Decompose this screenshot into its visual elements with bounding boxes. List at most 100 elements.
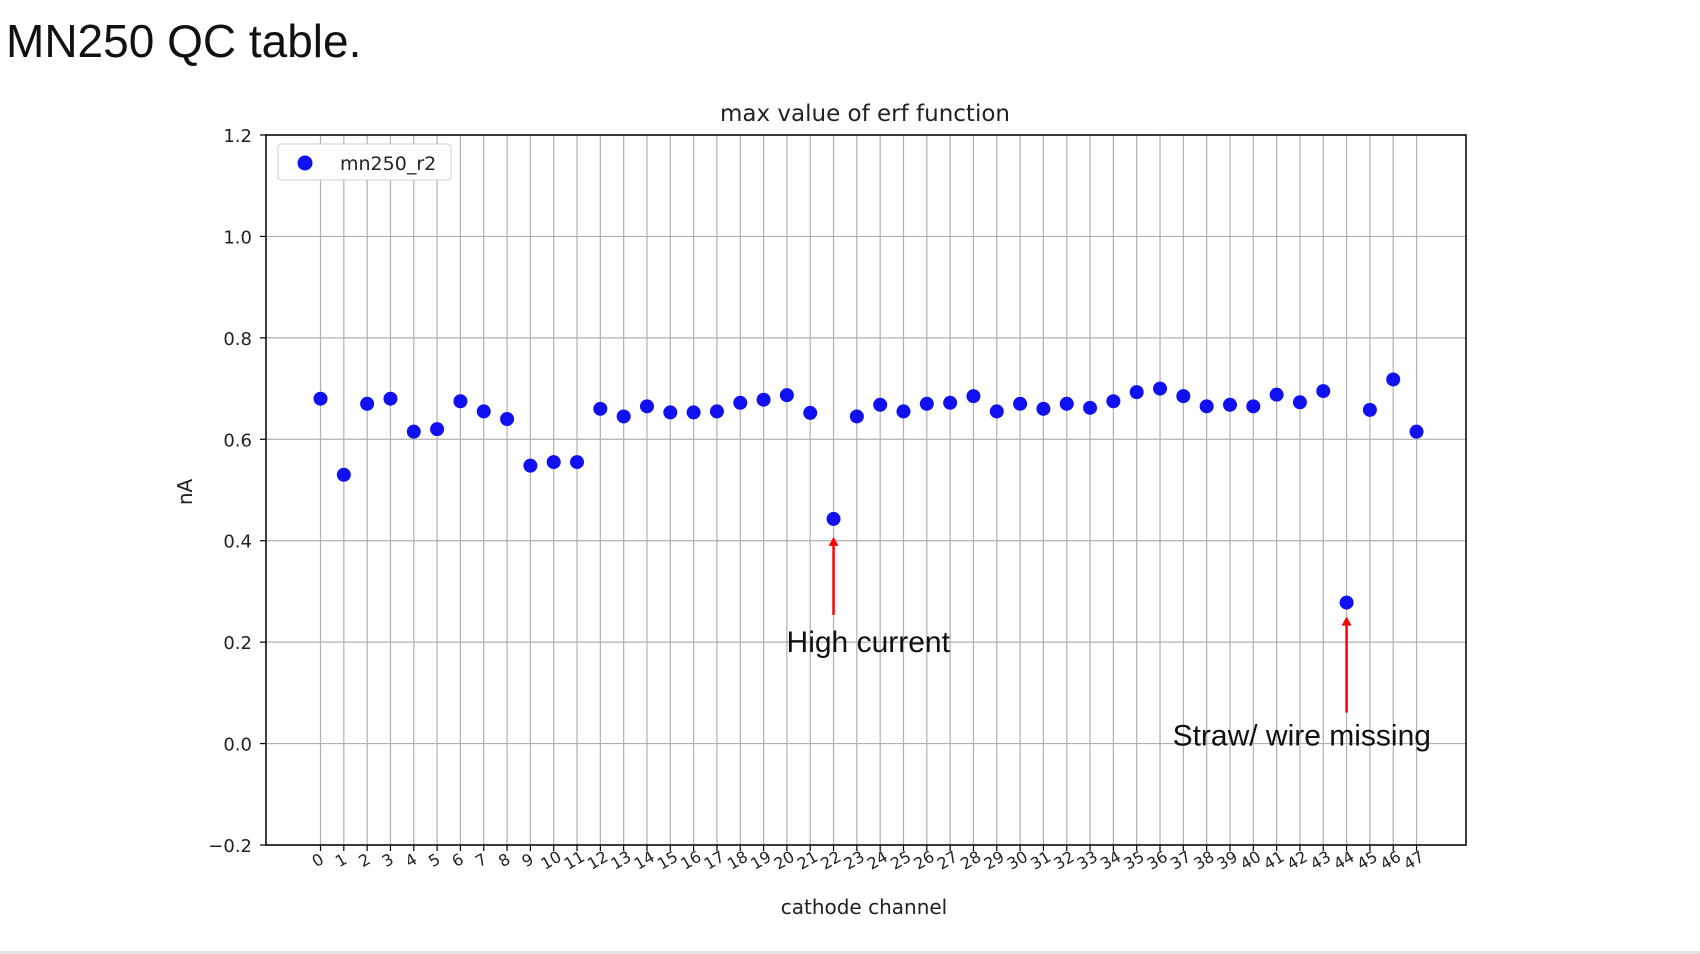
legend-box — [277, 143, 452, 181]
data-point — [803, 405, 818, 420]
x-tick-label: 43 — [1307, 847, 1334, 874]
data-point — [1013, 396, 1028, 411]
data-point — [826, 511, 841, 526]
x-tick-label: 34 — [1097, 847, 1124, 874]
x-tick-label: 29 — [980, 847, 1007, 874]
x-tick-label: 42 — [1284, 847, 1311, 874]
y-tick-label: 0.2 — [223, 633, 252, 654]
x-tick-label: 36 — [1144, 847, 1171, 874]
x-tick-label: 15 — [654, 847, 681, 874]
x-tick-label: 20 — [771, 847, 798, 874]
x-tick-label: 27 — [934, 847, 961, 874]
legend-label: mn250_r2 — [340, 153, 436, 175]
data-point — [616, 409, 631, 424]
data-point — [779, 388, 794, 403]
data-point — [1129, 385, 1144, 400]
data-point — [709, 404, 724, 419]
y-tick-label: −0.2 — [208, 836, 252, 857]
data-point — [1246, 399, 1261, 414]
x-tick-label: 6 — [449, 849, 467, 871]
x-tick-label: 37 — [1167, 847, 1194, 874]
data-point — [1083, 400, 1098, 415]
x-tick-label: 7 — [472, 849, 490, 871]
x-tick-label: 41 — [1260, 847, 1287, 874]
data-point — [1362, 402, 1377, 417]
grid-lines — [266, 134, 1466, 846]
data-point — [1269, 387, 1284, 402]
data-point — [500, 412, 515, 426]
x-tick-label: 24 — [864, 847, 891, 874]
y-tick-label: 0.4 — [223, 532, 252, 553]
x-tick-label: 8 — [495, 849, 513, 871]
x-tick-label: 40 — [1237, 847, 1264, 874]
annotation-arrow-head — [828, 536, 839, 546]
data-point — [1222, 397, 1237, 412]
data-point — [686, 405, 701, 420]
annotation-arrow-head — [1341, 616, 1352, 626]
data-point — [1339, 595, 1354, 610]
data-point — [1059, 396, 1074, 411]
data-point — [546, 455, 561, 470]
x-tick-label: 10 — [537, 847, 564, 874]
x-tick-label: 11 — [561, 847, 588, 874]
data-point — [1153, 381, 1168, 396]
x-tick-label: 33 — [1074, 847, 1101, 874]
annotation-label: Straw/ wire missing — [1173, 720, 1431, 753]
data-point — [523, 458, 538, 473]
data-point — [1106, 394, 1121, 409]
x-tick-label: 22 — [817, 847, 844, 874]
data-point — [1176, 389, 1191, 404]
data-point — [756, 392, 771, 407]
x-tick-label: 35 — [1120, 847, 1147, 874]
legend: mn250_r2 — [277, 143, 452, 181]
x-tick-label: 44 — [1330, 847, 1357, 874]
data-point — [336, 467, 351, 482]
x-tick-label: 45 — [1354, 847, 1381, 874]
data-point — [733, 395, 748, 410]
x-tick-label: 16 — [677, 847, 704, 874]
x-tick-label: 17 — [701, 847, 728, 874]
x-tick-label: 23 — [841, 847, 868, 874]
data-point — [313, 391, 328, 406]
x-tick-label: 18 — [724, 847, 751, 874]
y-tick-label: 1.2 — [223, 126, 252, 147]
y-axis-label: nA — [173, 479, 197, 506]
data-point — [1199, 399, 1214, 414]
x-tick-label: 13 — [607, 847, 634, 874]
x-tick-label: 30 — [1004, 847, 1031, 874]
data-point — [989, 404, 1004, 419]
x-tick-label: 26 — [911, 847, 938, 874]
x-tick-label: 1 — [332, 849, 350, 871]
y-tick-label: 0.0 — [223, 735, 252, 756]
plot-frame — [265, 134, 1467, 846]
x-tick-label: 9 — [518, 849, 536, 871]
data-point — [639, 399, 654, 414]
data-point — [663, 405, 678, 420]
data-point — [966, 389, 981, 404]
x-tick-label: 46 — [1377, 847, 1404, 874]
x-tick-label: 14 — [631, 847, 658, 874]
y-tick-label: 0.6 — [223, 430, 252, 451]
x-tick-label: 0 — [309, 849, 327, 871]
x-tick-label: 28 — [957, 847, 984, 874]
data-points — [313, 372, 1424, 610]
chart-title: max value of erf function — [720, 101, 1010, 127]
x-tick-label: 39 — [1214, 847, 1241, 874]
y-tick-label: 0.8 — [223, 329, 252, 350]
data-point — [360, 396, 375, 411]
x-tick-label: 5 — [425, 849, 443, 871]
data-point — [406, 424, 421, 439]
x-tick-label: 32 — [1050, 847, 1077, 874]
data-point — [943, 395, 958, 410]
x-axis-label: cathode channel — [781, 895, 948, 919]
annotation-label: High current — [787, 626, 951, 659]
x-tick-label: 31 — [1027, 847, 1054, 874]
x-tick-label: 3 — [379, 849, 397, 871]
x-tick-label: 25 — [887, 847, 914, 874]
legend-marker — [297, 155, 313, 171]
data-point — [919, 396, 934, 411]
data-point — [1386, 372, 1401, 387]
y-axis-ticks: −0.2 0.0 0.2 0.4 0.6 0.8 1.0 1.2 — [208, 126, 266, 857]
data-point — [476, 404, 491, 419]
